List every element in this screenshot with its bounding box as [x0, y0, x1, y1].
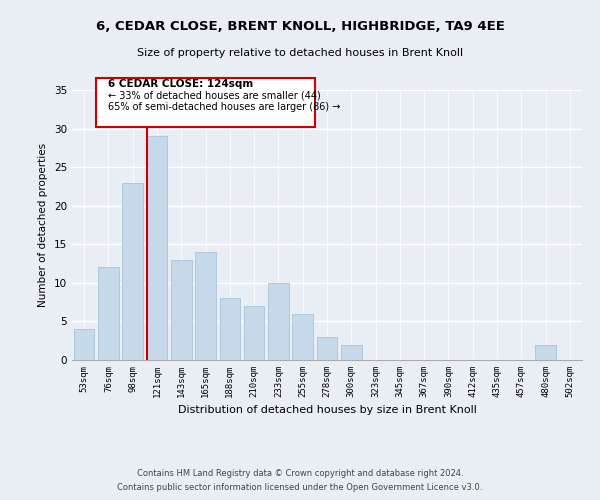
Bar: [146, 136, 167, 360]
Text: Contains public sector information licensed under the Open Government Licence v3: Contains public sector information licen…: [118, 484, 482, 492]
Text: 6 CEDAR CLOSE: 124sqm: 6 CEDAR CLOSE: 124sqm: [109, 79, 254, 89]
Bar: [268, 283, 289, 360]
Y-axis label: Number of detached properties: Number of detached properties: [38, 143, 49, 307]
X-axis label: Distribution of detached houses by size in Brent Knoll: Distribution of detached houses by size …: [178, 406, 476, 415]
FancyBboxPatch shape: [96, 78, 315, 127]
Bar: [341, 344, 362, 360]
Bar: [292, 314, 313, 360]
Bar: [317, 337, 337, 360]
Bar: [98, 268, 119, 360]
Bar: [220, 298, 240, 360]
Text: 65% of semi-detached houses are larger (86) →: 65% of semi-detached houses are larger (…: [109, 102, 341, 112]
Bar: [122, 182, 143, 360]
Bar: [244, 306, 265, 360]
Text: 6, CEDAR CLOSE, BRENT KNOLL, HIGHBRIDGE, TA9 4EE: 6, CEDAR CLOSE, BRENT KNOLL, HIGHBRIDGE,…: [95, 20, 505, 33]
Bar: [195, 252, 216, 360]
Text: Size of property relative to detached houses in Brent Knoll: Size of property relative to detached ho…: [137, 48, 463, 58]
Bar: [74, 329, 94, 360]
Text: Contains HM Land Registry data © Crown copyright and database right 2024.: Contains HM Land Registry data © Crown c…: [137, 468, 463, 477]
Text: ← 33% of detached houses are smaller (44): ← 33% of detached houses are smaller (44…: [109, 90, 321, 101]
Bar: [535, 344, 556, 360]
Bar: [171, 260, 191, 360]
